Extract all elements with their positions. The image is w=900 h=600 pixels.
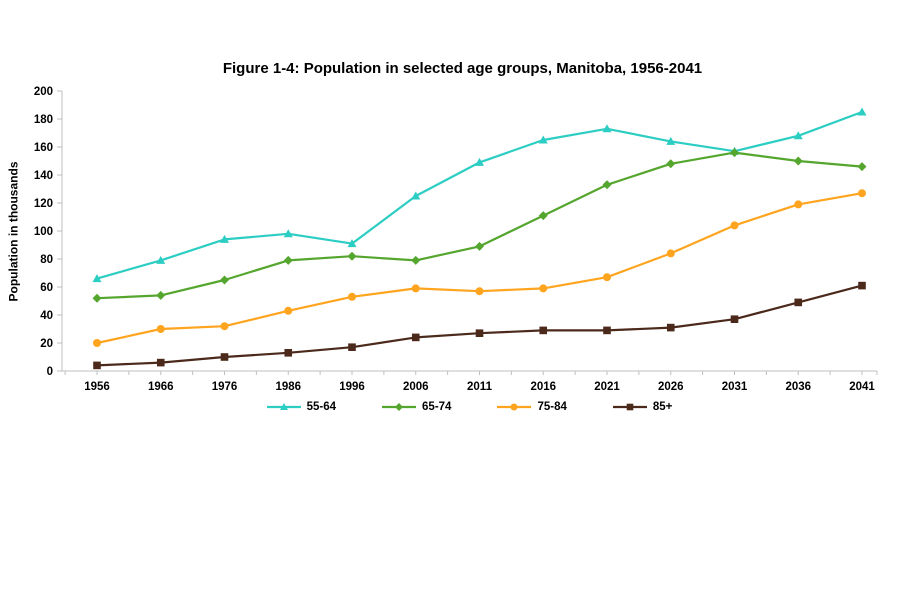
x-tick-label: 2021 — [594, 381, 620, 393]
legend-label: 55-64 — [306, 401, 337, 413]
x-tick-label: 2016 — [530, 381, 556, 393]
legend-item-85+: 85+ — [612, 401, 673, 413]
y-tick-label: 40 — [40, 310, 53, 322]
x-tick-label: 2011 — [467, 381, 493, 393]
y-tick-label: 160 — [34, 142, 53, 154]
legend-square-marker-icon — [612, 403, 647, 411]
legend-triangle-marker-icon — [266, 403, 301, 410]
y-tick-label: 140 — [34, 170, 53, 182]
y-tick-label: 180 — [34, 114, 53, 126]
y-tick-label: 80 — [40, 254, 53, 266]
series-55-64 — [92, 107, 867, 283]
legend-item-75-84: 75-84 — [497, 401, 567, 413]
x-tick-label: 2006 — [403, 381, 429, 393]
legend-label: 65-74 — [422, 401, 452, 413]
legend-item-55-64: 55-64 — [266, 401, 337, 413]
y-tick-label: 60 — [40, 282, 53, 294]
x-tick-label: 2041 — [849, 381, 875, 393]
x-tick-label: 1996 — [339, 381, 365, 393]
y-tick-label: 20 — [40, 338, 53, 350]
legend-label: 85+ — [652, 401, 673, 413]
x-tick-label: 2026 — [658, 381, 684, 393]
legend-label: 75-84 — [537, 401, 567, 413]
chart-title: Figure 1-4: Population in selected age g… — [222, 60, 703, 77]
x-tick-label: 1976 — [212, 381, 238, 393]
x-tick-label: 1966 — [148, 381, 174, 393]
series-85+ — [93, 281, 866, 370]
legend-item-65-74: 65-74 — [382, 401, 451, 413]
x-tick-label: 2036 — [785, 381, 811, 393]
chart-legend: 55-64 65-74 75-84 85+ — [62, 398, 877, 416]
y-axis: 0 20 40 60 80 100 120 140 160 180 200 — [34, 86, 63, 378]
legend-diamond-marker-icon — [382, 403, 417, 411]
series-75-84 — [93, 189, 866, 347]
y-tick-label: 200 — [34, 86, 53, 98]
x-tick-label: 1956 — [84, 381, 110, 393]
y-tick-label: 0 — [47, 366, 53, 378]
x-tick-label: 1986 — [275, 381, 301, 393]
y-tick-label: 120 — [34, 198, 53, 210]
x-axis: 1956 1966 1976 1986 1996 2006 2011 2016 2021 2026… — [62, 370, 878, 393]
series-65-74 — [92, 148, 867, 303]
y-tick-label: 100 — [34, 226, 53, 238]
legend-circle-marker-icon — [497, 403, 532, 411]
x-tick-label: 2031 — [722, 381, 748, 393]
